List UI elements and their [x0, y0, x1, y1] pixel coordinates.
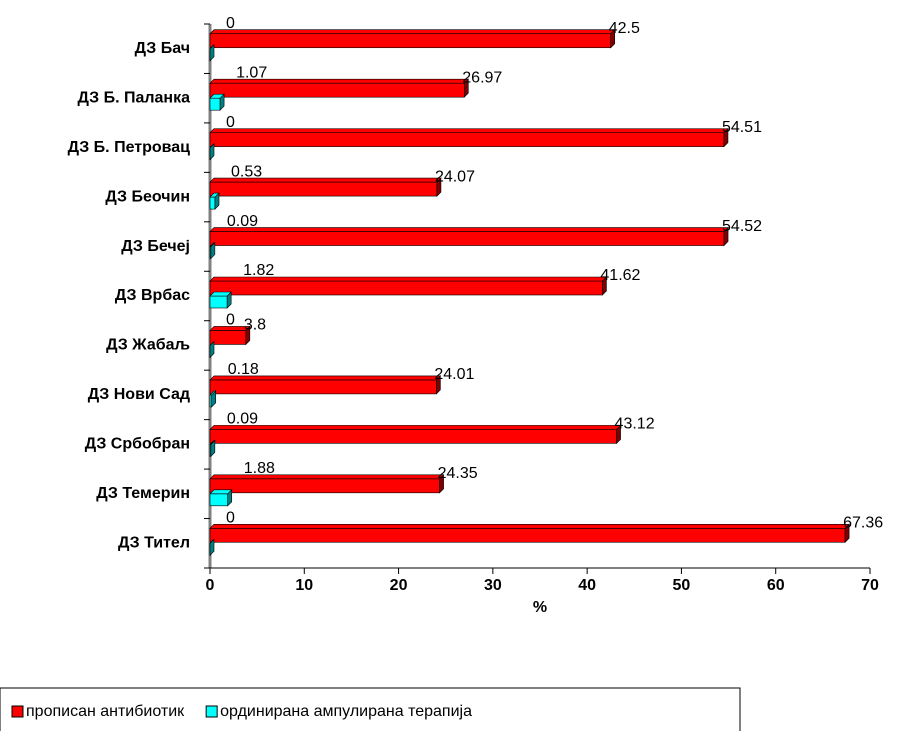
- y-tick-label: ДЗ Бечеј: [121, 238, 190, 255]
- data-label: 0.53: [231, 163, 262, 180]
- bar-top: [209, 474, 445, 480]
- bar-top: [209, 523, 850, 529]
- y-tick-label: ДЗ Нови Сад: [88, 386, 190, 403]
- data-label: 54.51: [722, 119, 762, 136]
- data-label: 24.35: [438, 465, 478, 482]
- bar-top: [209, 128, 729, 133]
- bar-top: [209, 29, 616, 35]
- bar-top: [209, 341, 215, 346]
- bar-top: [209, 489, 233, 495]
- legend-label: прописан антибиотик: [26, 703, 185, 720]
- data-label: 0.18: [228, 361, 259, 378]
- data-label: 26.97: [462, 69, 502, 86]
- x-tick-label: 30: [484, 577, 502, 594]
- legend-label: ординирана ампулирана терапија: [220, 703, 472, 720]
- data-label: 42.5: [609, 20, 640, 37]
- bar: [209, 132, 725, 147]
- data-label: 0: [226, 15, 235, 32]
- data-label: 0.09: [227, 213, 258, 230]
- x-axis-label: %: [533, 599, 547, 616]
- bar-top: [209, 93, 225, 99]
- data-label: 67.36: [843, 514, 883, 531]
- bar: [209, 231, 725, 246]
- x-tick-label: 70: [861, 577, 879, 594]
- bar-top: [209, 227, 729, 232]
- bar-top: [209, 177, 442, 183]
- data-label: 0: [226, 509, 235, 526]
- data-label: 1.88: [244, 460, 275, 477]
- bar-top: [209, 78, 470, 84]
- data-label: 0: [226, 312, 235, 329]
- bar: [209, 196, 216, 210]
- bar: [209, 181, 438, 197]
- bar: [209, 478, 440, 494]
- bar-top: [209, 539, 215, 544]
- bar: [209, 295, 228, 309]
- legend-box: [0, 687, 741, 731]
- bar-top: [209, 425, 622, 430]
- data-label: 0: [226, 114, 235, 131]
- data-label: 24.07: [435, 168, 475, 185]
- bar-top: [209, 242, 216, 247]
- bar: [209, 493, 229, 507]
- legend-swatch: [11, 705, 24, 718]
- y-tick-label: ДЗ Темерин: [96, 485, 190, 502]
- x-tick-label: 40: [578, 577, 596, 594]
- bar-top: [209, 440, 216, 445]
- y-tick-label: ДЗ Беочин: [105, 188, 190, 205]
- bar-top: [209, 143, 215, 148]
- data-label: 43.12: [615, 416, 655, 433]
- data-label: 1.82: [243, 262, 274, 279]
- y-tick-label: ДЗ Б. Петровац: [68, 139, 191, 156]
- y-tick-label: ДЗ Тител: [118, 534, 190, 551]
- x-tick-label: 20: [390, 577, 408, 594]
- x-tick-label: 60: [767, 577, 785, 594]
- y-tick-label: ДЗ Врбас: [115, 287, 190, 304]
- data-label: 41.62: [600, 267, 640, 284]
- data-label: 1.07: [236, 64, 267, 81]
- data-label: 0.09: [227, 411, 258, 428]
- bar: [209, 82, 465, 98]
- data-label: 3.8: [244, 317, 266, 334]
- bar: [209, 33, 612, 49]
- bar-top: [209, 44, 215, 49]
- y-tick-label: ДЗ Бач: [135, 40, 190, 57]
- y-tick-label: ДЗ Б. Паланка: [78, 89, 191, 106]
- x-tick-label: 10: [295, 577, 313, 594]
- x-tick-label: 50: [673, 577, 691, 594]
- y-tick-label: ДЗ Жабаљ: [106, 337, 190, 354]
- bar-top: [209, 276, 608, 282]
- bar-top: [209, 192, 220, 198]
- bar-top: [209, 326, 251, 331]
- x-tick-label: 0: [206, 577, 215, 594]
- legend-swatch: [205, 705, 218, 718]
- y-tick-label: ДЗ Србобран: [85, 436, 190, 453]
- bar-top: [209, 375, 442, 381]
- bar: [209, 527, 846, 543]
- bar-top: [209, 291, 232, 297]
- data-label: 24.01: [434, 366, 474, 383]
- data-label: 54.52: [722, 218, 762, 235]
- bar-top: [209, 390, 217, 396]
- bar: [209, 97, 221, 111]
- bar: [209, 379, 437, 395]
- bar: [209, 280, 603, 296]
- bar: [209, 429, 617, 444]
- bar: [209, 330, 247, 345]
